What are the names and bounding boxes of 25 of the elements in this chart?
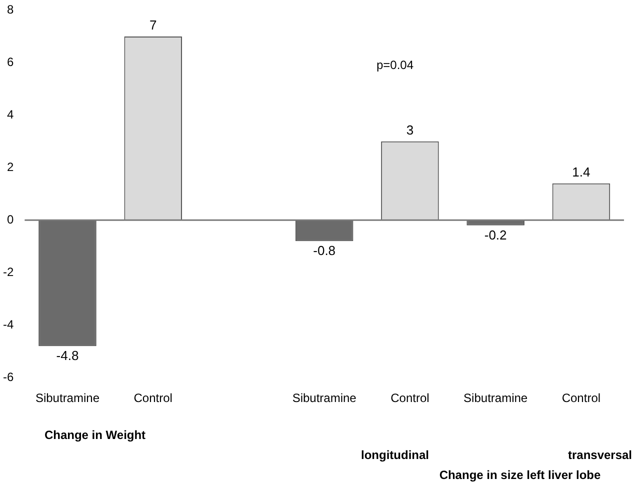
text: longitudinal	[361, 448, 429, 462]
x-tick-label: Sibutramine	[464, 391, 528, 406]
y-tick-label: 2	[6, 160, 14, 174]
y-tick-label: -2	[3, 264, 14, 279]
text: Change in Weight	[44, 428, 146, 442]
y-tick-label: 6	[6, 55, 14, 69]
annotation: p=0.04	[376, 58, 414, 72]
text: Change in size left liver lobe	[439, 468, 601, 482]
data-label: 7	[149, 18, 157, 33]
data-label: 3	[406, 122, 414, 138]
y-tick-label: 0	[6, 212, 14, 226]
data-label: -0.8	[313, 243, 336, 258]
data-label: -0.2	[484, 227, 507, 242]
x-tick-label: Control	[134, 391, 172, 406]
x-tick-label: Sibutramine	[35, 391, 100, 406]
x-tick-label: Control	[390, 391, 430, 406]
text: transversal	[568, 448, 632, 462]
data-label: 1.4	[572, 164, 590, 180]
x-tick-label: Control	[562, 391, 601, 406]
y-tick-label: -4	[3, 317, 14, 332]
x-tick-label: Sibutramine	[292, 391, 357, 406]
y-tick-label: 4	[6, 107, 14, 122]
y-tick-label: -6	[3, 370, 14, 384]
data-label: -4.8	[56, 348, 79, 364]
y-tick-label: 8	[6, 2, 14, 17]
